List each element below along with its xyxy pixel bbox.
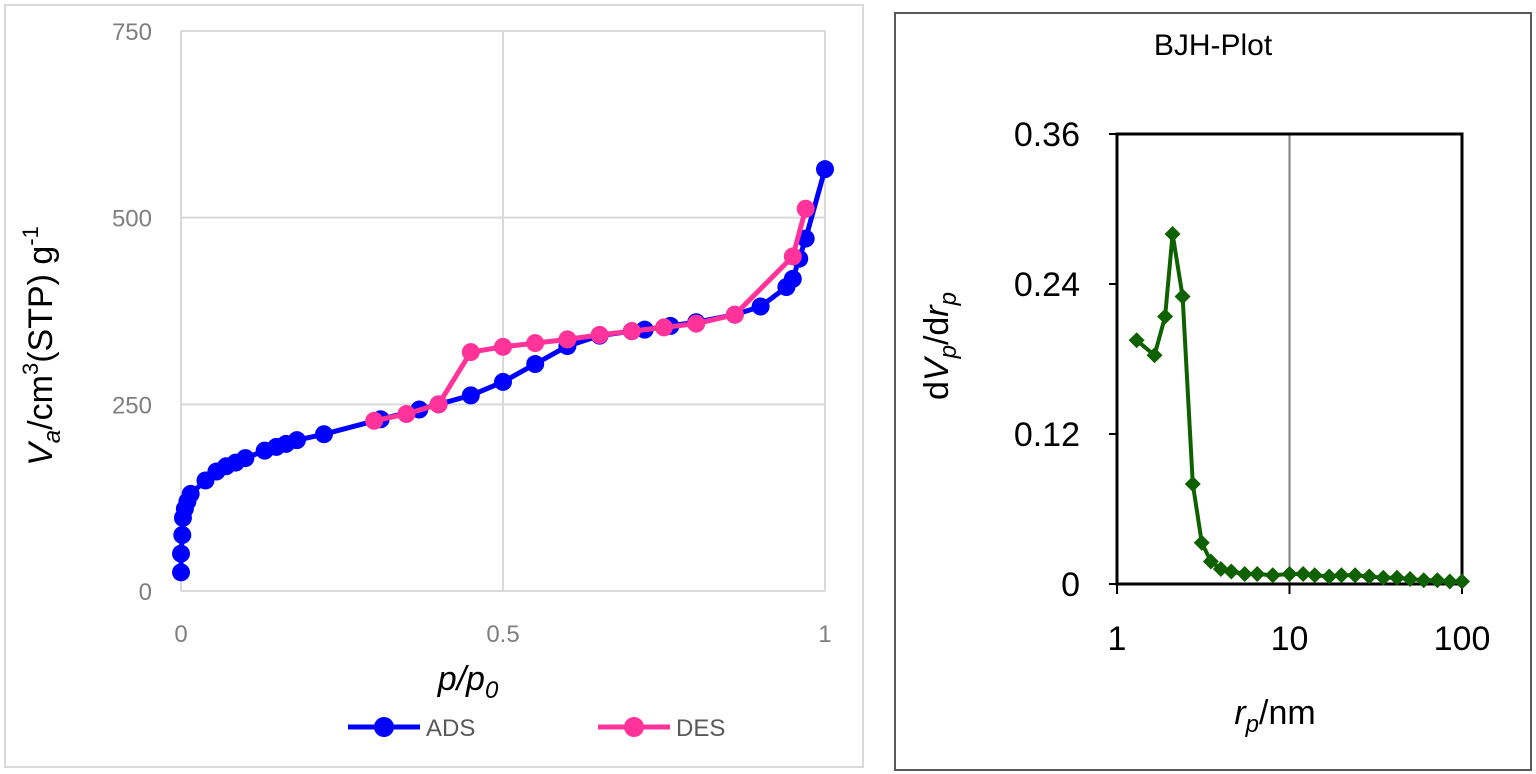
data-point-bjh (1249, 566, 1266, 582)
data-point-bjh (1193, 534, 1210, 551)
left-x-tick-label: 0.5 (486, 621, 519, 648)
data-point-des (687, 314, 706, 333)
legend: ADS DES (348, 715, 725, 742)
data-point-ads (494, 372, 512, 391)
data-point-bjh (1264, 567, 1281, 584)
data-point-ads (181, 484, 200, 503)
left-tick-labels: 0 250 500 750 0 0.5 1 (112, 19, 832, 648)
right-y-tick-label: 0.24 (1014, 266, 1080, 304)
left-x-tick-label: 1 (818, 621, 831, 648)
data-point-bjh (1223, 563, 1240, 580)
data-point-bjh (1454, 573, 1470, 590)
legend-entry-des: DES (598, 715, 725, 742)
data-point-des (429, 395, 448, 414)
data-point-ads (816, 160, 834, 179)
left-y-tick-label: 750 (112, 19, 152, 46)
data-point-ads (173, 526, 192, 544)
left-x-tick-label: 0 (174, 621, 187, 648)
left-chart-frame (4, 4, 864, 768)
data-point-bjh (1146, 347, 1163, 364)
data-point-bjh (1429, 572, 1446, 589)
data-point-ads (751, 297, 770, 316)
data-point-ads (287, 431, 306, 450)
left-plot-series (172, 160, 834, 582)
left-y-tick-label: 250 (112, 392, 152, 419)
right-x-tick-label: 100 (1434, 620, 1491, 658)
data-point-ads (526, 355, 545, 374)
legend-marker-des (624, 717, 644, 737)
left-x-axis-title: p/p0 (437, 660, 499, 704)
legend-marker-ads (374, 717, 394, 737)
data-point-bjh (1295, 566, 1312, 582)
data-point-des (494, 337, 512, 356)
data-point-des (783, 247, 802, 266)
data-point-des (397, 405, 416, 424)
data-point-des (558, 330, 577, 349)
right-x-tick-label: 1 (1108, 620, 1127, 658)
left-y-tick-label: 500 (112, 206, 152, 233)
data-point-des (725, 305, 744, 324)
data-point-ads (172, 544, 190, 563)
data-point-ads (172, 563, 190, 582)
data-point-bjh (1389, 569, 1406, 586)
data-point-bjh (1174, 288, 1191, 305)
right-plot-series (1128, 226, 1470, 590)
data-point-des (526, 334, 545, 353)
right-x-axis-title: rp/nm (1234, 694, 1315, 738)
right-x-tick-label: 10 (1271, 620, 1309, 658)
right-y-axis-title: dVp/drp (918, 292, 962, 400)
data-point-bjh (1415, 572, 1432, 589)
data-point-bjh (1164, 226, 1181, 242)
left-gridlines (180, 30, 826, 592)
data-point-bjh (1202, 553, 1219, 570)
data-point-bjh (1157, 308, 1174, 325)
right-y-tick-label: 0.36 (1014, 116, 1080, 154)
data-point-bjh (1236, 566, 1253, 582)
data-point-bjh (1306, 567, 1323, 584)
legend-label-des: DES (676, 715, 725, 742)
data-point-des (655, 318, 673, 337)
data-point-bjh (1128, 332, 1145, 349)
right-tick-labels: 0 0.12 0.24 0.36 1 10 100 (1014, 116, 1491, 658)
data-point-ads (314, 425, 333, 444)
data-point-des (461, 343, 480, 362)
data-point-ads (783, 269, 802, 288)
data-point-bjh (1361, 568, 1378, 585)
data-point-bjh (1281, 566, 1298, 582)
data-point-des (590, 325, 609, 344)
data-point-bjh (1402, 571, 1419, 587)
data-point-bjh (1347, 567, 1364, 584)
right-chart-title: BJH-Plot (1154, 29, 1273, 62)
right-chart-frame (894, 12, 1532, 771)
left-y-axis-title: Va/cm3(STP) g-1 (18, 226, 66, 466)
left-y-tick-label: 0 (139, 579, 152, 606)
data-point-bjh (1441, 573, 1458, 590)
data-point-ads (236, 449, 255, 468)
right-y-tick-label: 0.12 (1014, 416, 1080, 454)
data-point-ads (461, 386, 480, 405)
data-point-bjh (1375, 569, 1392, 586)
data-point-bjh (1184, 476, 1201, 492)
data-point-des (622, 322, 641, 341)
legend-label-ads: ADS (426, 715, 475, 742)
data-point-bjh (1333, 567, 1350, 584)
data-point-des (365, 411, 384, 430)
right-plot-area-border (1115, 132, 1464, 586)
data-point-bjh (1321, 568, 1338, 585)
legend-entry-ads: ADS (348, 715, 475, 742)
data-point-des (796, 199, 815, 218)
right-y-tick-label: 0 (1061, 566, 1080, 604)
